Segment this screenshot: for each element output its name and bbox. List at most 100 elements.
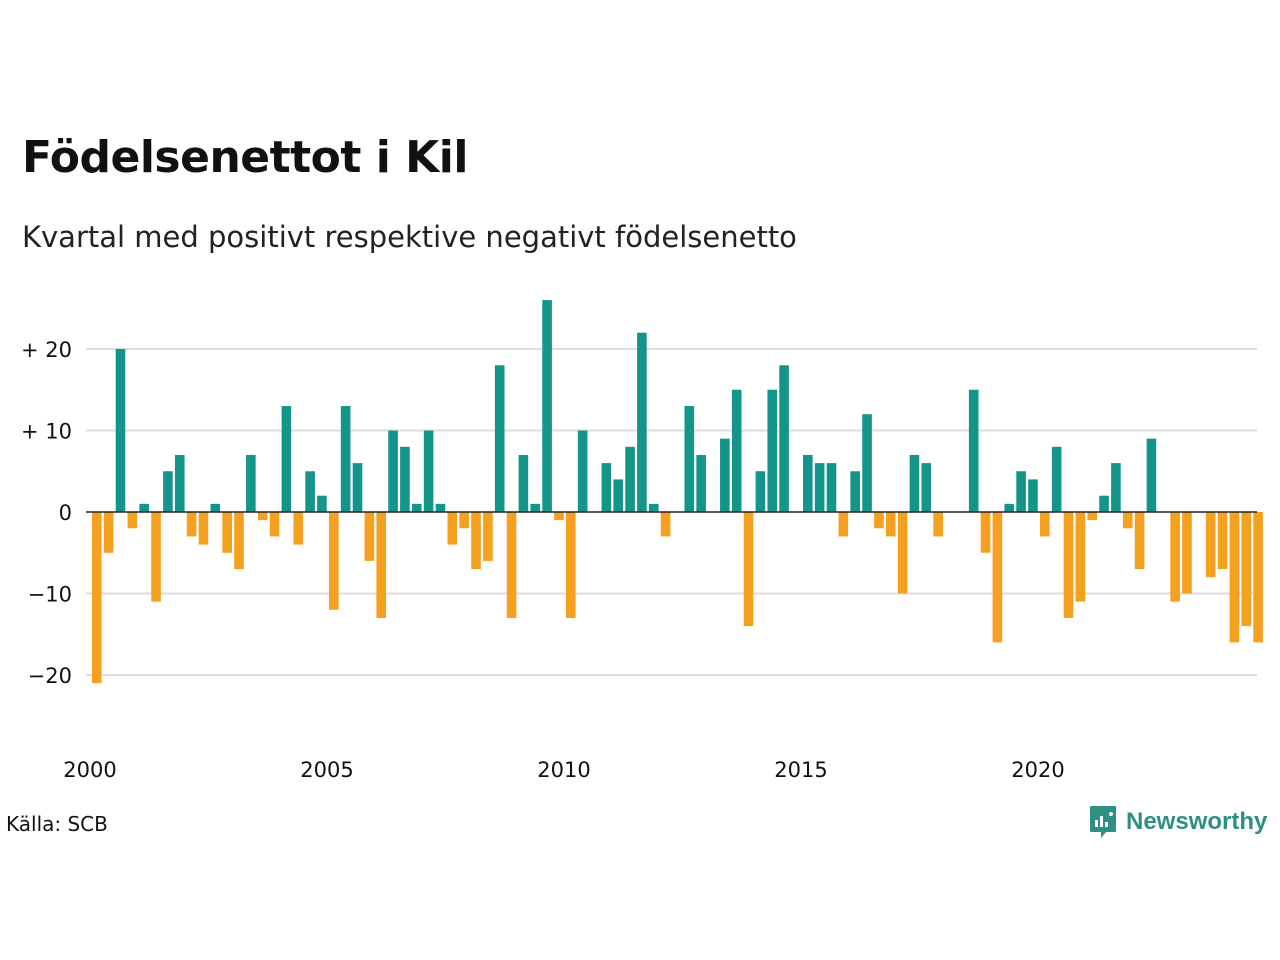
bar-positive [388, 430, 398, 512]
bar-negative [483, 512, 493, 561]
bar-negative [103, 512, 114, 553]
bar-negative [364, 512, 375, 561]
bar-negative [980, 512, 991, 553]
bar-positive [601, 463, 612, 512]
y-tick-label: + 20 [21, 338, 72, 362]
bar-negative [1241, 512, 1252, 627]
bar-positive [340, 406, 351, 512]
bar-negative [257, 512, 268, 521]
bar-positive [720, 438, 730, 512]
bar-positive [494, 365, 505, 512]
bar-negative [885, 512, 896, 537]
bar-positive [530, 503, 541, 512]
bar-positive [1099, 495, 1109, 512]
bar-positive [542, 300, 552, 512]
bar-positive [909, 454, 920, 512]
y-tick-label: −10 [28, 583, 72, 607]
bar-negative [838, 512, 849, 537]
y-tick-label: 0 [59, 501, 72, 525]
bar-negative [329, 512, 339, 610]
bar-positive [115, 349, 126, 512]
gridlines [86, 348, 1257, 676]
x-tick-label: 2000 [63, 758, 116, 782]
bar-positive [1146, 438, 1157, 512]
bar-negative [269, 512, 280, 537]
bar-positive [613, 479, 623, 512]
bar-negative [1122, 512, 1133, 529]
bar-positive [814, 463, 825, 512]
bar-positive [803, 454, 813, 512]
y-tick-label: −20 [28, 664, 72, 688]
bar-positive [411, 503, 422, 512]
bar-positive [423, 430, 434, 512]
bar-negative [198, 512, 209, 545]
bar-positive [648, 503, 659, 512]
bar-positive [518, 454, 529, 512]
bar-positive [163, 471, 173, 512]
bar-positive [435, 503, 446, 512]
bar-negative [293, 512, 304, 545]
bar-negative [874, 512, 884, 529]
newsworthy-logo-icon [1090, 806, 1116, 838]
bar-negative [1217, 512, 1228, 570]
bar-negative [743, 512, 754, 627]
x-tick-label: 2020 [1011, 758, 1064, 782]
bar-positive [921, 463, 932, 512]
bar-negative [471, 512, 481, 570]
bar-positive [779, 365, 789, 512]
bar-positive [246, 454, 256, 512]
bar-negative [376, 512, 386, 618]
bar-negative [660, 512, 671, 537]
bar-positive [684, 406, 695, 512]
bar-negative [897, 512, 908, 594]
bar-positive [1051, 446, 1062, 512]
bar-negative [1040, 512, 1050, 537]
brand-name: Newsworthy [1126, 808, 1268, 835]
bar-negative [992, 512, 1003, 643]
bar-negative [1253, 512, 1263, 643]
bar-negative [554, 512, 564, 521]
bar-positive [400, 446, 410, 512]
y-tick-label: + 10 [21, 420, 72, 444]
bar-positive [174, 454, 185, 512]
bar-negative [1063, 512, 1074, 618]
bar-positive [210, 503, 221, 512]
x-tick-label: 2010 [537, 758, 590, 782]
bar-positive [696, 454, 706, 512]
bar-positive [317, 495, 327, 512]
bar-positive [826, 463, 837, 512]
bar-positive [968, 389, 979, 512]
x-tick-label: 2005 [300, 758, 353, 782]
x-tick-label: 2015 [774, 758, 827, 782]
bar-negative [447, 512, 458, 545]
bar-negative [1182, 512, 1192, 594]
bar-negative [1075, 512, 1086, 602]
bar-negative [1087, 512, 1097, 521]
x-axis-ticks: 2000 2005 2010 2015 2020 [63, 758, 1064, 782]
bar-negative [1170, 512, 1180, 602]
chart-subtitle: Kvartal med positivt respektive negativt… [22, 220, 797, 254]
bar-negative [1229, 512, 1240, 643]
bar-positive [862, 414, 872, 512]
bar-negative [933, 512, 943, 537]
bars [92, 300, 1263, 684]
bar-positive [625, 446, 635, 512]
bar-positive [577, 430, 588, 512]
brand-logo[interactable]: Newsworthy [1088, 804, 1267, 840]
bar-positive [731, 389, 742, 512]
bar-positive [1004, 503, 1015, 512]
bar-negative [186, 512, 197, 537]
chart-title: Födelsenettot i Kil [22, 132, 468, 183]
bar-negative [459, 512, 469, 529]
bar-positive [139, 503, 149, 512]
bar-negative [222, 512, 232, 553]
bar-negative [151, 512, 161, 602]
bar-positive [305, 471, 315, 512]
bar-positive [1016, 471, 1026, 512]
bar-negative [1205, 512, 1216, 578]
bar-negative [127, 512, 138, 529]
bar-negative [566, 512, 576, 618]
bar-negative [506, 512, 517, 618]
source-note: Källa: SCB [6, 812, 108, 836]
bar-positive [755, 471, 766, 512]
